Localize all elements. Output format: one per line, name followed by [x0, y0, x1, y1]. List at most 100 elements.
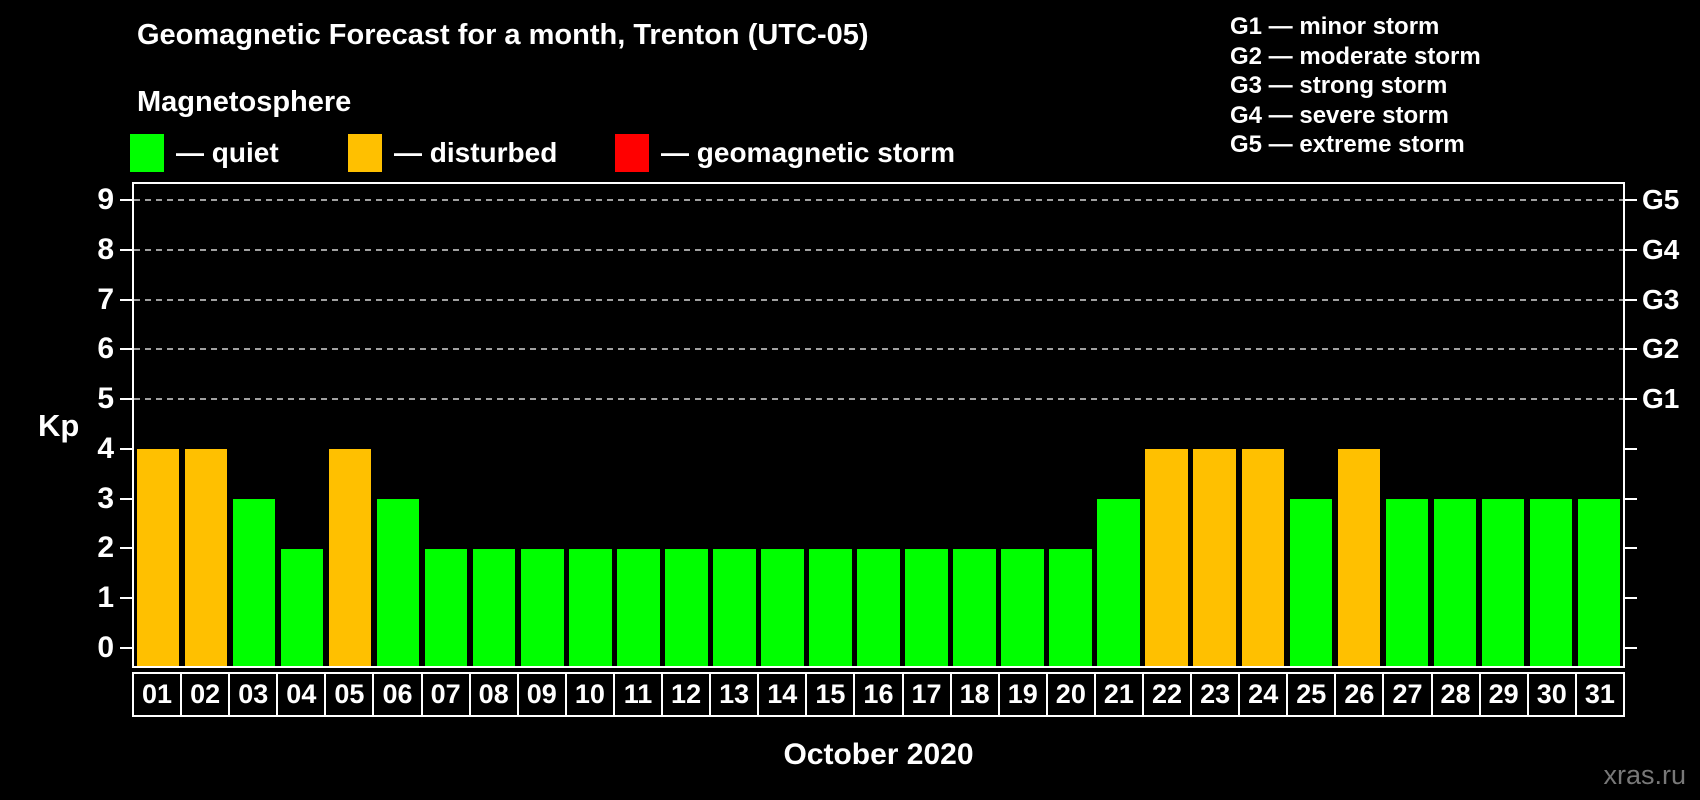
bar-day-26	[1337, 448, 1381, 666]
gridline-kp8	[134, 248, 1623, 251]
g-legend-item: G3 — strong storm	[1230, 72, 1448, 100]
bar-day-15	[809, 548, 852, 666]
y-axis-tick-label: 3	[97, 481, 114, 515]
day-label-cell: 03	[228, 672, 279, 717]
gridline-kp9	[134, 198, 1623, 201]
legend-label-storm: — geomagnetic storm	[661, 137, 956, 168]
day-label-cell: 29	[1478, 672, 1529, 717]
y-axis-title: Kp	[38, 408, 80, 443]
bar-day-27	[1385, 498, 1429, 666]
y-axis-tick-label: 6	[97, 332, 114, 366]
bar-day-17	[905, 548, 948, 666]
right-axis-tick	[1625, 497, 1637, 500]
bar-day-04	[280, 548, 324, 666]
day-label-cell: 13	[709, 672, 760, 717]
bar-day-06	[376, 498, 420, 666]
y-axis-tick	[120, 348, 132, 351]
day-label-cell: 22	[1141, 672, 1193, 717]
bar-day-20	[1049, 548, 1092, 666]
watermark: xras.ru	[1603, 760, 1686, 790]
g-scale-label-g5: G5	[1642, 183, 1680, 215]
y-axis-tick	[120, 597, 132, 600]
right-axis-tick	[1625, 198, 1637, 201]
bar-day-08	[472, 548, 516, 666]
bar-day-18	[953, 548, 996, 666]
bar-day-16	[857, 548, 900, 666]
day-label-cell: 10	[564, 672, 615, 717]
gridline-kp5	[134, 398, 1623, 401]
x-axis-title: October 2020	[783, 738, 974, 771]
legend-item-disturbed: — disturbed	[348, 133, 557, 173]
legend-item-quiet: — quiet	[130, 133, 279, 173]
y-axis-tick-label: 4	[97, 431, 114, 465]
y-axis-tick-label: 0	[97, 631, 114, 665]
bar-day-07	[424, 548, 468, 666]
g-legend-item: G4 — severe storm	[1230, 101, 1449, 129]
day-label-cell: 30	[1526, 672, 1577, 717]
bar-day-03	[232, 498, 276, 666]
gridline-kp7	[134, 298, 1623, 301]
g-scale-label-g4: G4	[1642, 233, 1680, 265]
storm-color-swatch	[615, 134, 649, 172]
bar-day-10	[569, 548, 612, 666]
day-label-cell: 17	[901, 672, 952, 717]
x-axis-day-labels: 01 02 03 04 05 06 07 08 09 10 11 12 13 14 15 16 17 18 19 20…	[132, 672, 1625, 717]
y-axis-tick	[120, 497, 132, 500]
day-label-cell: 05	[324, 672, 375, 717]
g-scale-label-g1: G1	[1642, 383, 1680, 415]
day-label-cell: 09	[516, 672, 567, 717]
g-scale-label-g3: G3	[1642, 283, 1680, 315]
bar-day-24	[1241, 448, 1284, 666]
bar-day-01	[136, 448, 180, 666]
storm-scale-legend: G1 — minor storm G2 — moderate storm G3 — …	[1230, 12, 1481, 160]
legend-item-storm: — geomagnetic storm	[615, 133, 955, 173]
right-axis-tick	[1625, 547, 1637, 550]
day-label-cell: 23	[1190, 672, 1241, 717]
y-axis-tick-label: 2	[97, 531, 114, 565]
y-axis-tick-label: 5	[97, 382, 114, 416]
day-label-cell: 07	[420, 672, 471, 717]
bar-day-11	[617, 548, 660, 666]
day-label-cell: 28	[1430, 672, 1481, 717]
bar-day-21	[1097, 498, 1140, 666]
bar-day-02	[184, 448, 228, 666]
day-label-cell: 24	[1238, 672, 1289, 717]
g-legend-item: G5 — extreme storm	[1230, 131, 1465, 159]
y-axis-tick-label: 7	[97, 282, 114, 316]
y-axis-tick	[120, 398, 132, 401]
right-axis-tick	[1625, 298, 1637, 301]
bar-day-13	[713, 548, 756, 666]
day-label-cell: 04	[276, 672, 327, 717]
bar-day-14	[761, 548, 804, 666]
legend-label-quiet: — quiet	[176, 137, 279, 168]
day-label-cell: 18	[949, 672, 1000, 717]
day-label-cell: 06	[372, 672, 423, 717]
chart-title: Geomagnetic Forecast for a month, Trento…	[137, 19, 869, 51]
bar-day-31	[1577, 498, 1621, 666]
g-legend-item: G2 — moderate storm	[1230, 42, 1481, 70]
right-axis-tick	[1625, 447, 1637, 450]
bar-day-05	[328, 448, 372, 666]
day-label-cell: 12	[661, 672, 712, 717]
y-axis-tick-label: 8	[97, 232, 114, 266]
y-axis-tick	[120, 647, 132, 650]
y-axis-tick	[120, 547, 132, 550]
y-axis-tick	[120, 298, 132, 301]
disturbed-color-swatch	[348, 134, 382, 172]
bar-day-19	[1001, 548, 1044, 666]
g-legend-item: G1 — minor storm	[1230, 13, 1440, 40]
y-axis-tick-label: 1	[97, 581, 114, 615]
plot-area	[132, 182, 1625, 668]
right-axis-tick	[1625, 597, 1637, 600]
day-label-cell: 14	[757, 672, 808, 717]
day-label-cell: 19	[997, 672, 1048, 717]
day-label-cell: 11	[612, 672, 664, 717]
legend-label-disturbed: — disturbed	[394, 137, 558, 168]
y-axis-tick	[120, 198, 132, 201]
day-label-cell: 01	[132, 672, 183, 717]
day-label-cell: 25	[1286, 672, 1337, 717]
day-label-cell: 26	[1334, 672, 1385, 717]
bar-day-29	[1481, 498, 1525, 666]
y-axis-tick-label: 9	[97, 182, 114, 216]
